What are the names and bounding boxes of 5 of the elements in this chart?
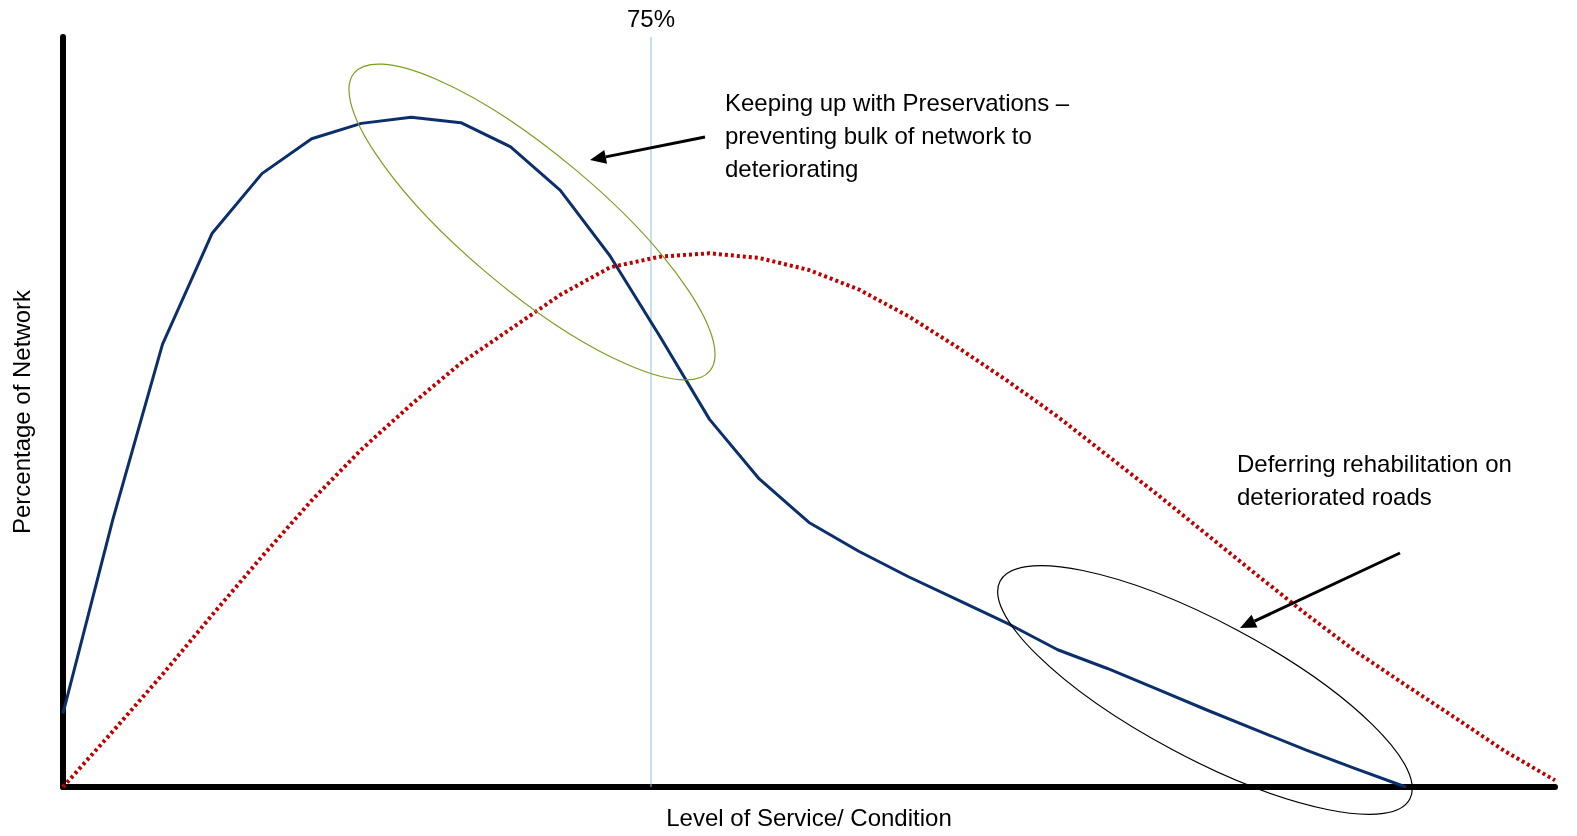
x-axis-title: Level of Service/ Condition xyxy=(666,803,952,831)
y-axis-title: Percentage of Network xyxy=(7,288,35,535)
annotation: Keeping up with Preservations – preventing bulk of network to deteriorating xyxy=(725,88,1071,184)
text: 75% xyxy=(625,4,676,34)
annotation: Deferring rehabilitation on deteriorated roads xyxy=(1237,449,1513,512)
